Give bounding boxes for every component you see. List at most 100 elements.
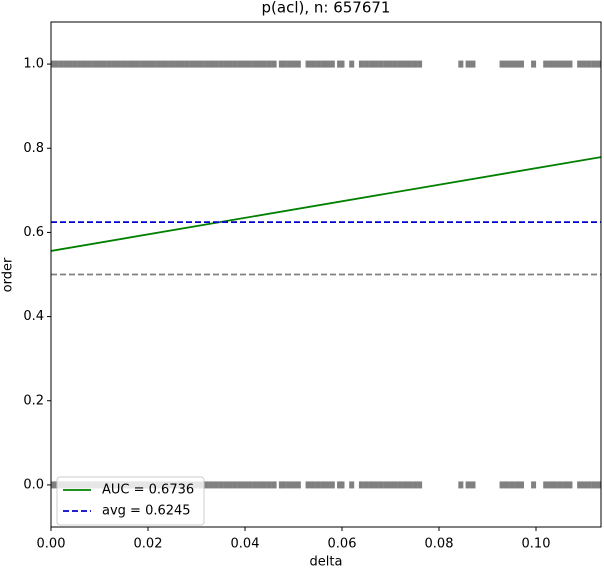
scatter-point (271, 481, 277, 489)
scatter-point (174, 60, 180, 68)
scatter-point (203, 481, 209, 489)
scatter-point (203, 60, 209, 68)
scatter-point (227, 481, 233, 489)
scatter-point (397, 481, 403, 489)
scatter-point (53, 481, 59, 489)
scatter-point (130, 60, 136, 68)
x-axis-label: delta (310, 555, 343, 570)
scatter-point (257, 60, 263, 68)
scatter-point (223, 481, 229, 489)
scatter-point (315, 481, 321, 489)
scatter-point (417, 481, 423, 489)
scatter-point (383, 60, 389, 68)
scatter-point (320, 60, 326, 68)
scatter-point (320, 481, 326, 489)
scatter-point (368, 481, 374, 489)
scatter-point (591, 481, 597, 489)
scatter-point (383, 481, 389, 489)
scatter-point (135, 60, 141, 68)
scatter-point (53, 60, 59, 68)
scatter-point (247, 481, 253, 489)
scatter-point (164, 60, 170, 68)
scatter-point (291, 481, 297, 489)
x-tick-label: 0.08 (425, 537, 454, 552)
scatter-point (591, 60, 597, 68)
scatter-point (179, 60, 185, 68)
scatter-point (557, 60, 563, 68)
scatter-point (87, 60, 93, 68)
scatter-point (407, 481, 413, 489)
scatter-point (329, 481, 335, 489)
scatter-point (261, 481, 267, 489)
scatter-point (194, 60, 200, 68)
scatter-point (252, 481, 258, 489)
scatter-point (242, 60, 248, 68)
scatter-point (543, 481, 549, 489)
scatter-point (562, 481, 568, 489)
scatter-point (596, 481, 601, 489)
scatter-point (92, 60, 98, 68)
legend-label: AUC = 0.6736 (102, 483, 194, 498)
scatter-point (51, 481, 54, 489)
scatter-point (417, 60, 423, 68)
y-tick-label: 0.6 (23, 225, 44, 240)
y-axis-label: order (1, 257, 16, 292)
scatter-point (111, 60, 117, 68)
scatter-point (208, 60, 214, 68)
scatter-point (266, 481, 272, 489)
scatter-point (150, 60, 156, 68)
scatter-point (184, 60, 190, 68)
scatter-point (509, 481, 515, 489)
scatter-point (126, 60, 132, 68)
scatter-point (305, 60, 311, 68)
scatter-point (402, 60, 408, 68)
scatter-point (518, 481, 524, 489)
scatter-point (504, 481, 510, 489)
scatter-point (378, 60, 384, 68)
scatter-point (499, 481, 505, 489)
scatter-point (582, 60, 588, 68)
scatter-point (586, 481, 592, 489)
scatter-point (189, 60, 195, 68)
scatter-point (121, 60, 127, 68)
x-tick-label: 0.04 (231, 537, 260, 552)
x-tick-label: 0.02 (134, 537, 163, 552)
scatter-point (324, 60, 330, 68)
scatter-point (518, 60, 524, 68)
scatter-point (465, 481, 471, 489)
scatter-point (208, 481, 214, 489)
scatter-point (160, 60, 166, 68)
scatter-point (82, 60, 88, 68)
scatter-point (218, 60, 224, 68)
legend-box (56, 476, 205, 526)
y-tick-label: 0.2 (23, 393, 44, 408)
scatter-point (458, 60, 464, 68)
scatter-point (106, 60, 112, 68)
scatter-point (373, 481, 379, 489)
scatter-point (155, 60, 161, 68)
chart-title: p(acl), n: 657671 (262, 0, 391, 17)
scatter-point (305, 481, 311, 489)
scatter-point (470, 60, 476, 68)
scatter-point (266, 60, 272, 68)
scatter-point (402, 481, 408, 489)
scatter-point (339, 481, 345, 489)
scatter-point (315, 60, 321, 68)
scatter-point (358, 481, 364, 489)
scatter-point (286, 60, 292, 68)
scatter-point (257, 481, 263, 489)
scatter-point (63, 60, 69, 68)
scatter-point (514, 481, 520, 489)
scatter-point (567, 481, 573, 489)
scatter-point (397, 60, 403, 68)
x-tick-label: 0.00 (37, 537, 66, 552)
scatter-point (552, 60, 558, 68)
scatter-point (567, 60, 573, 68)
scatter-point (310, 60, 316, 68)
scatter-point (577, 481, 583, 489)
scatter-point (373, 60, 379, 68)
scatter-point (324, 481, 330, 489)
scatter-point (504, 60, 510, 68)
scatter-point (368, 60, 374, 68)
